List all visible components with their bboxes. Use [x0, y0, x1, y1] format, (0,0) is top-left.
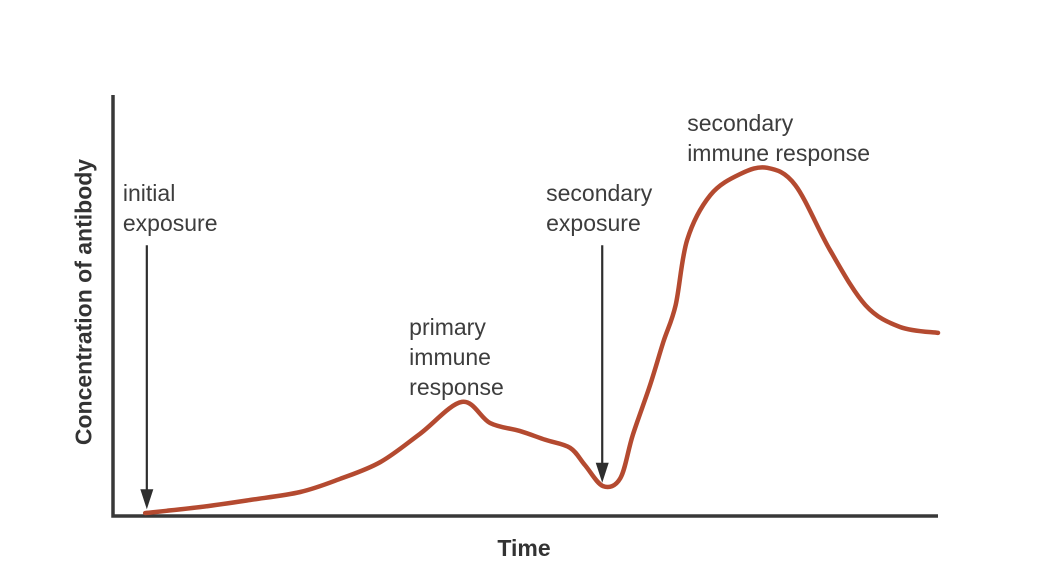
annotation-secondary-immune-response: secondary immune response [687, 110, 870, 167]
annotation-primary-immune-response: primary immune response [409, 313, 504, 400]
arrow-head [595, 462, 609, 483]
axes [111, 95, 938, 518]
antibody-curve [142, 165, 941, 516]
y-axis-label: Concentration of antibody [70, 158, 97, 446]
arrow-head [140, 489, 154, 510]
annotation-initial-exposure: initial exposure [122, 179, 218, 236]
annotation-secondary-exposure: secondary exposure [546, 179, 653, 236]
exposure-arrows [140, 245, 609, 510]
x-axis-label: Time [497, 535, 551, 561]
